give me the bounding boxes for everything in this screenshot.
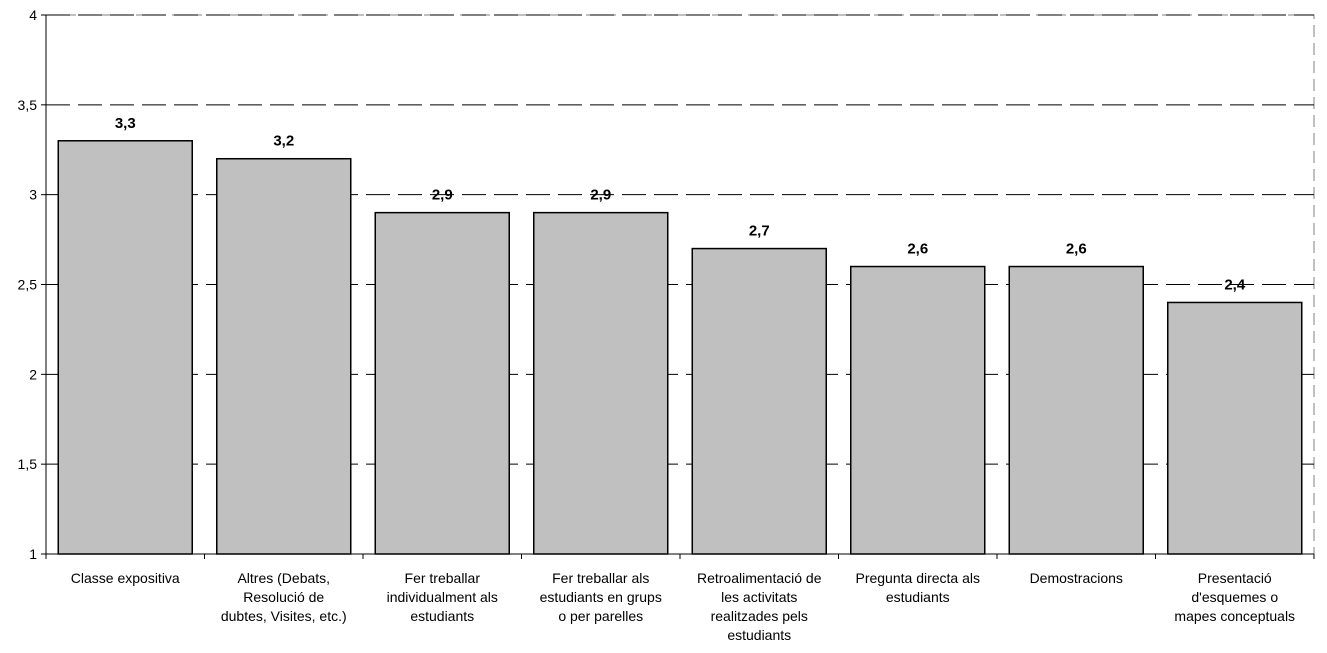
x-category-label: d'esquemes o	[1191, 589, 1278, 605]
x-category-label: Pregunta directa als	[855, 570, 980, 586]
data-label: 2,4	[1224, 276, 1246, 293]
bar	[57, 140, 193, 555]
y-axis-ticks: 1 1,5 2 2,5 3 3,5 4	[18, 7, 46, 562]
x-category-label: Retroalimentació de	[697, 570, 822, 586]
x-category-label: Demostracions	[1030, 570, 1123, 586]
x-category-label: Altres (Debats,	[237, 570, 330, 586]
x-category-label: Classe expositiva	[71, 570, 180, 586]
bar	[1167, 301, 1303, 555]
data-label: 2,6	[907, 241, 928, 258]
bar	[850, 265, 986, 555]
x-category-label: Fer treballar als	[552, 570, 649, 586]
y-tick-label: 1	[29, 546, 37, 562]
x-category-label: les activitats	[721, 589, 797, 605]
y-tick-label: 2	[29, 366, 37, 382]
x-category-label: dubtes, Visites, etc.)	[221, 608, 347, 624]
x-axis-labels: Classe expositiva Altres (Debats, Resoluci…	[71, 570, 1295, 643]
bar	[691, 247, 827, 555]
x-category-label: Resolució de	[243, 589, 324, 605]
x-category-label: mapes conceptuals	[1174, 608, 1295, 624]
bar	[1008, 265, 1144, 555]
x-category-label: o per parelles	[558, 608, 643, 624]
y-tick-label: 3,5	[18, 97, 38, 113]
x-category-label: estudiants	[727, 627, 791, 643]
data-labels: 3,3 3,2 2,9 2,9 2,7 2,6 2,6 2,4	[115, 115, 1246, 294]
bars	[57, 140, 1303, 555]
y-tick-label: 1,5	[18, 456, 38, 472]
data-label: 2,6	[1066, 241, 1087, 258]
x-category-label: Fer treballar	[405, 570, 481, 586]
x-category-label: estudiants	[886, 589, 950, 605]
bar	[533, 211, 669, 555]
y-tick-label: 4	[29, 7, 37, 23]
x-category-label: Presentació	[1198, 570, 1272, 586]
x-category-label: estudiants	[410, 608, 474, 624]
bar	[374, 211, 510, 555]
x-category-label: individualment als	[387, 589, 498, 605]
y-tick-label: 2,5	[18, 277, 38, 293]
bar	[216, 157, 352, 555]
y-tick-label: 3	[29, 187, 37, 203]
x-category-label: estudiants en grups	[540, 589, 662, 605]
data-label: 3,3	[115, 115, 136, 132]
data-label: 3,2	[273, 133, 294, 150]
x-category-label: realitzades pels	[711, 608, 808, 624]
data-label: 2,7	[749, 223, 770, 240]
data-label: 2,9	[590, 187, 611, 204]
data-label: 2,9	[432, 187, 453, 204]
